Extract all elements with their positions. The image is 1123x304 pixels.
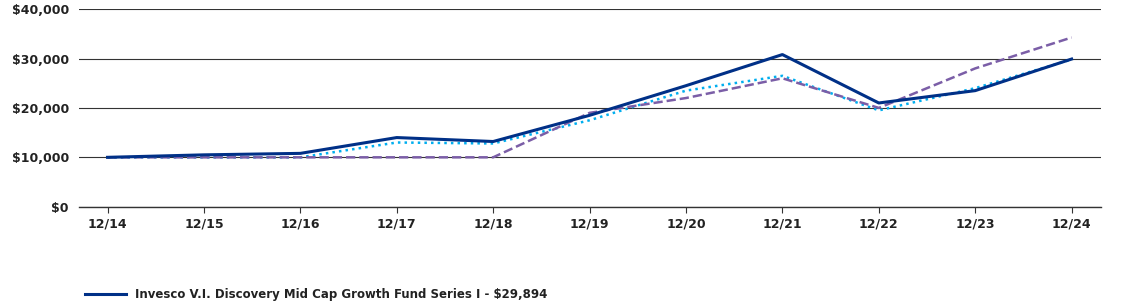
Legend: Invesco V.I. Discovery Mid Cap Growth Fund Series I - $29,894, Russell Midcap® G: Invesco V.I. Discovery Mid Cap Growth Fu… — [84, 288, 548, 304]
